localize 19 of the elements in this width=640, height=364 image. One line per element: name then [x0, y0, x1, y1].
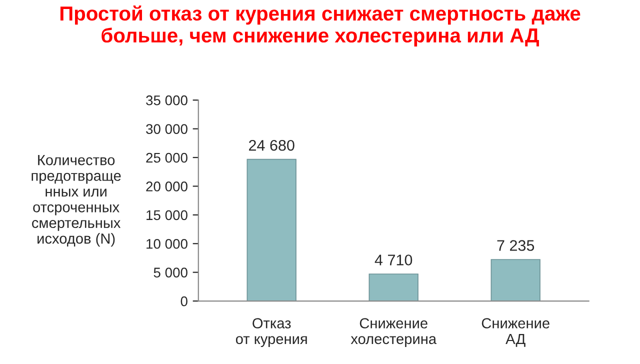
y-tick-label: 0 — [180, 296, 188, 306]
chart-title: Простой отказ от курения снижает смертность даже больше, чем снижение холестерина или АД — [60, 5, 580, 47]
x-tick-label: Снижение холестерина — [350, 318, 437, 347]
bar — [490, 259, 540, 302]
y-tick-label: 35 000 — [146, 95, 188, 106]
data-label: 7 235 — [497, 240, 534, 251]
y-axis-title: Количество предотвраще нных или отсроченных смертельных исходов (N) — [32, 155, 121, 247]
bar — [368, 274, 418, 302]
data-label: 4 710 — [374, 254, 412, 266]
y-tick-label: 10 000 — [146, 238, 188, 249]
x-tick-label: Отказ от курения — [236, 318, 307, 347]
y-tick-label: 30 000 — [146, 124, 188, 134]
bar — [246, 158, 296, 302]
y-tick-label: 15 000 — [146, 210, 188, 220]
data-label: 24 680 — [249, 140, 294, 151]
x-tick-label: Снижение АД — [482, 318, 550, 347]
y-tick-label: 5 000 — [154, 268, 188, 278]
y-tick-label: 25 000 — [146, 152, 188, 163]
y-tick-label: 20 000 — [146, 182, 188, 192]
